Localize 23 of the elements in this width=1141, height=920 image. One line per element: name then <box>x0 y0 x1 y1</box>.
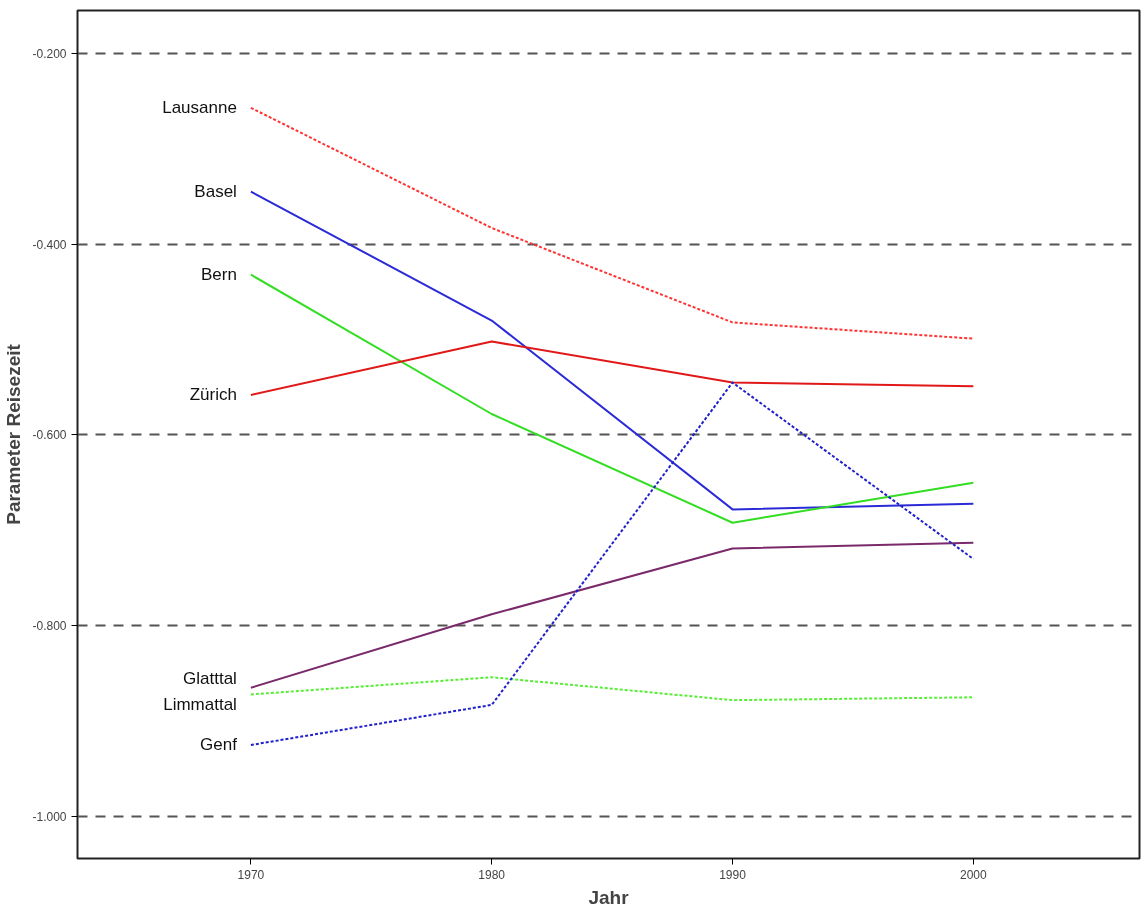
x-tick-label: 1980 <box>478 867 506 882</box>
line-series <box>249 106 975 340</box>
x-tick-label: 1990 <box>719 867 747 882</box>
y-tick-label: -0.800 <box>32 619 67 634</box>
x-tick-label: 2000 <box>959 867 988 882</box>
y-tick-label: -1.000 <box>32 810 67 825</box>
x-tick-label: 1970 <box>237 867 265 882</box>
series-label: Bern <box>200 265 237 285</box>
line-series <box>249 541 975 689</box>
line-series <box>249 676 975 702</box>
series-label: Zürich <box>189 385 237 405</box>
series-label: Basel <box>194 182 237 202</box>
line-series <box>249 273 975 524</box>
series-label: Genf <box>200 735 238 755</box>
y-tick-label: -0.400 <box>32 237 67 252</box>
series-label: Lausanne <box>162 98 237 118</box>
y-tick-label: -0.600 <box>32 428 67 443</box>
line-series <box>249 340 975 396</box>
series-label: Limmattal <box>163 694 237 714</box>
x-axis-title: Jahr <box>588 886 630 908</box>
series-label: Glatttal <box>183 668 237 688</box>
y-axis-title: Parameter Reisezeit <box>3 343 25 525</box>
y-tick-label: -0.200 <box>32 46 67 61</box>
